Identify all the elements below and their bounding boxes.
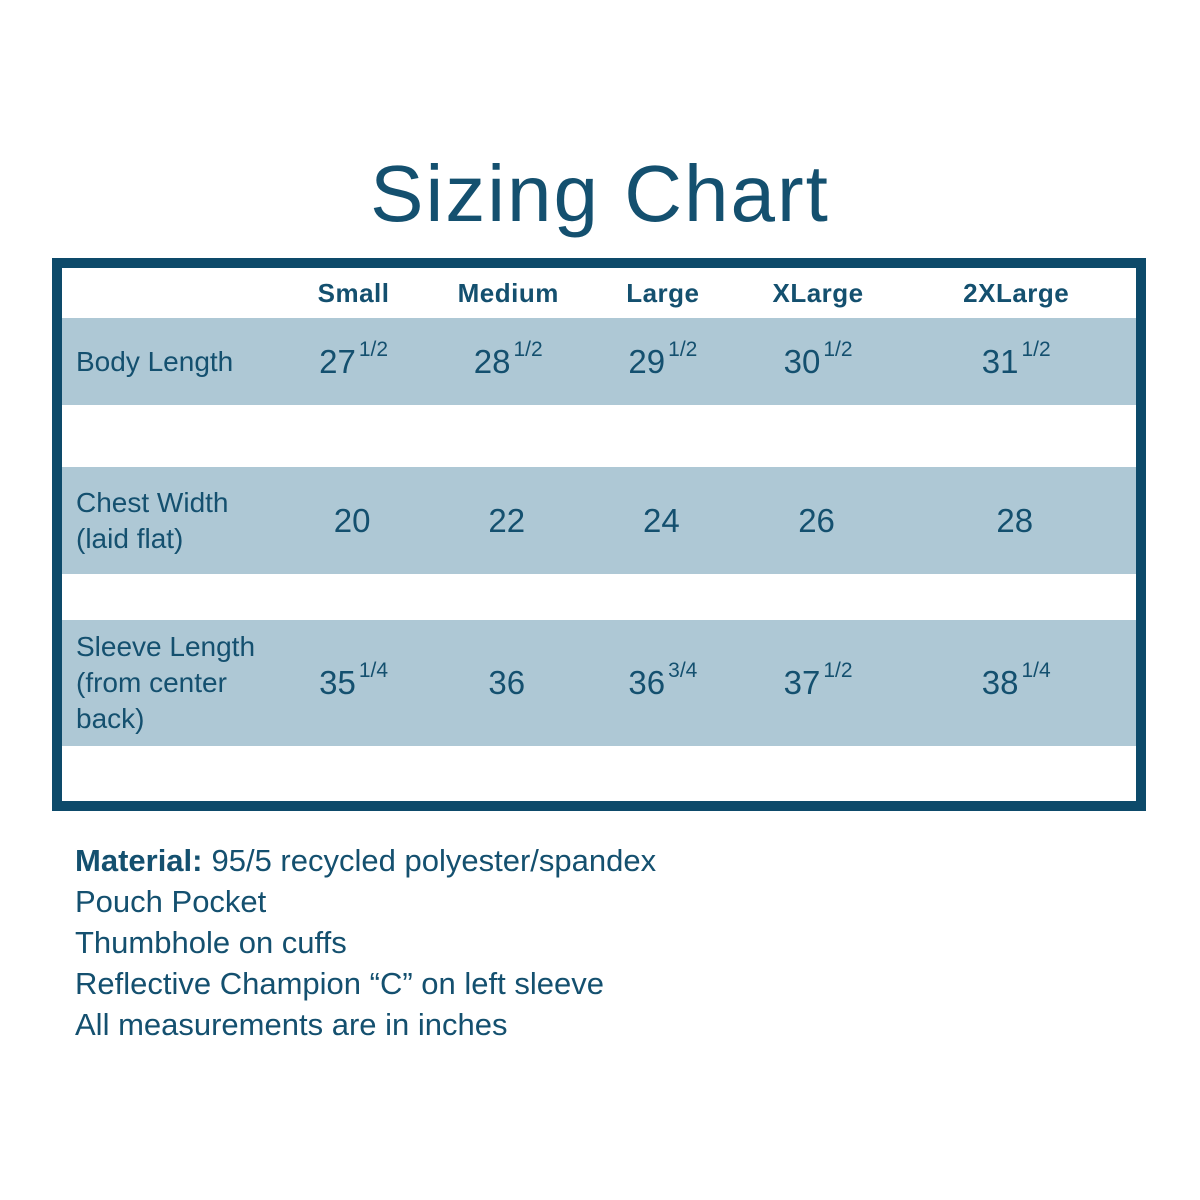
value-whole: 30 [783, 342, 821, 380]
size-value: 36 3/4 [586, 620, 740, 746]
value-whole: 38 [981, 664, 1019, 701]
row-label: Body Length [76, 345, 234, 377]
value-whole: 29 [628, 342, 666, 380]
value-whole: 35 [319, 664, 356, 701]
size-value: 28 1/2 [430, 318, 586, 405]
value-whole: 28 [473, 342, 511, 380]
table-spacer-row [62, 574, 1136, 620]
table-spacer-row [62, 405, 1136, 467]
size-value: 37 1/2 [740, 620, 897, 746]
value-fraction: 1/4 [1021, 659, 1051, 682]
size-value: 29 1/2 [586, 318, 740, 405]
size-value: 35 1/4 [277, 620, 431, 746]
size-value: 22 [430, 467, 586, 574]
value-whole: 20 [333, 501, 371, 539]
header-spacer-cell [62, 268, 277, 318]
size-value: 26 [740, 467, 897, 574]
note-line: Thumbhole on cuffs [75, 925, 347, 960]
material-value: 95/5 recycled polyester/spandex [211, 843, 657, 878]
page-title: Sizing Chart [370, 149, 830, 238]
size-value: 38 1/4 [896, 620, 1136, 746]
column-header-large: Large [626, 277, 700, 308]
row-label: Sleeve Length (from center back) [76, 631, 256, 734]
value-whole: 36 [488, 664, 526, 701]
value-fraction: 1/2 [358, 337, 389, 361]
value-fraction: 1/2 [668, 337, 698, 361]
size-value: 28 [896, 467, 1136, 574]
table-row-body-length: Body Length 27 1/2 28 1/2 29 1/2 30 1/2 31 1/… [62, 318, 1136, 405]
note-line: Reflective Champion “C” on left sleeve [75, 966, 604, 1001]
value-whole: 27 [319, 342, 356, 380]
note-line: Pouch Pocket [75, 884, 267, 919]
value-fraction: 1/2 [1021, 337, 1051, 361]
sizing-table: Small Medium Large XLarge 2XLarge Body L… [52, 258, 1146, 811]
value-whole: 22 [488, 501, 526, 539]
material-label: Material: [75, 843, 203, 878]
size-value: 27 1/2 [277, 318, 431, 405]
table-row-chest-width: Chest Width (laid flat) 20 22 24 26 28 [62, 467, 1136, 574]
value-whole: 28 [996, 501, 1034, 539]
size-value: 31 1/2 [896, 318, 1136, 405]
value-fraction: 1/2 [823, 659, 853, 682]
value-whole: 24 [643, 501, 680, 539]
product-notes: Material: 95/5 recycled polyester/spandex… [75, 840, 656, 1045]
column-header-xlarge: XLarge [772, 277, 864, 308]
column-header-small: Small [317, 277, 390, 308]
row-label: Chest Width (laid flat) [76, 486, 229, 554]
table-spacer-row [62, 746, 1136, 801]
note-line: All measurements are in inches [75, 1007, 508, 1042]
size-value: 24 [586, 467, 740, 574]
value-fraction: 1/2 [823, 337, 853, 361]
note-material: Material: 95/5 recycled polyester/spandex [75, 840, 656, 881]
value-fraction: 3/4 [668, 659, 698, 682]
value-whole: 26 [798, 501, 835, 539]
column-header-medium: Medium [457, 277, 559, 308]
size-value: 30 1/2 [740, 318, 897, 405]
value-fraction: 1/4 [358, 659, 389, 682]
value-whole: 37 [783, 664, 821, 701]
value-whole: 31 [981, 342, 1019, 380]
column-header-2xlarge: 2XLarge [963, 277, 1070, 308]
table-row-sleeve-length: Sleeve Length (from center back) 35 1/4 3… [62, 620, 1136, 746]
value-fraction: 1/2 [513, 337, 543, 361]
size-value: 36 [430, 620, 586, 746]
value-whole: 36 [628, 664, 666, 701]
table-header-row: Small Medium Large XLarge 2XLarge [62, 268, 1136, 318]
size-value: 20 [277, 467, 431, 574]
